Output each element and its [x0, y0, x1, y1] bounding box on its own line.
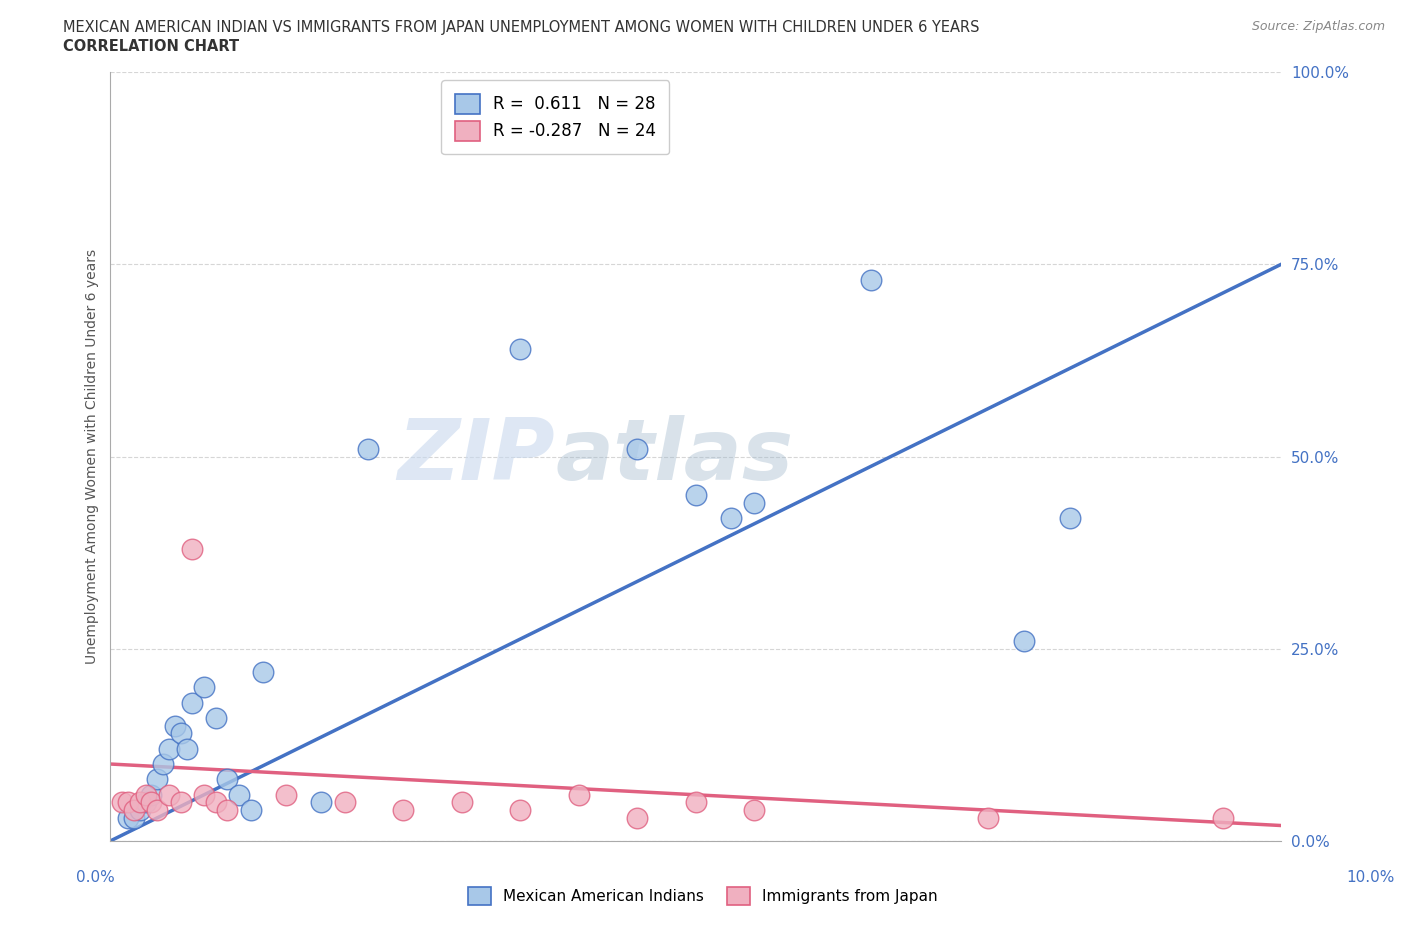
Point [239, 803, 262, 817]
Point [135, 788, 157, 803]
Legend: Mexican American Indians, Immigrants from Japan: Mexican American Indians, Immigrants fro… [461, 879, 945, 913]
Point [169, 795, 191, 810]
Point [450, 795, 472, 810]
Point [217, 803, 239, 817]
Point [157, 788, 180, 803]
Point [152, 757, 174, 772]
Point [685, 795, 707, 810]
Point [117, 795, 139, 810]
Point [309, 795, 332, 810]
Point [357, 442, 380, 457]
Point [111, 795, 134, 810]
Point [117, 810, 139, 825]
Point [141, 788, 163, 803]
Text: Source: ZipAtlas.com: Source: ZipAtlas.com [1251, 20, 1385, 33]
Point [122, 803, 145, 817]
Point [392, 803, 415, 817]
Text: 0.0%: 0.0% [76, 870, 115, 884]
Point [217, 772, 239, 787]
Point [176, 741, 198, 756]
Point [157, 741, 180, 756]
Point [146, 803, 169, 817]
Text: 10.0%: 10.0% [1347, 870, 1395, 884]
Point [122, 810, 145, 825]
Point [146, 772, 169, 787]
Point [193, 680, 215, 695]
Point [141, 795, 163, 810]
Point [193, 788, 215, 803]
Text: MEXICAN AMERICAN INDIAN VS IMMIGRANTS FROM JAPAN UNEMPLOYMENT AMONG WOMEN WITH C: MEXICAN AMERICAN INDIAN VS IMMIGRANTS FR… [63, 20, 980, 35]
Point [128, 795, 150, 810]
Point [333, 795, 356, 810]
Text: ZIP: ZIP [398, 415, 555, 498]
Point [169, 725, 191, 740]
Text: atlas: atlas [555, 415, 793, 498]
Point [626, 810, 648, 825]
Y-axis label: Unemployment Among Women with Children Under 6 years: Unemployment Among Women with Children U… [86, 249, 100, 664]
Point [509, 341, 531, 356]
Point [252, 664, 274, 679]
Point [274, 788, 297, 803]
Point [163, 718, 186, 733]
Point [626, 442, 648, 457]
Point [204, 795, 226, 810]
Point [685, 487, 707, 502]
Legend: R =  0.611   N = 28, R = -0.287   N = 24: R = 0.611 N = 28, R = -0.287 N = 24 [441, 81, 669, 154]
Point [1212, 810, 1234, 825]
Point [568, 788, 591, 803]
Point [1059, 511, 1081, 525]
Point [181, 695, 204, 710]
Point [135, 795, 157, 810]
Point [977, 810, 1000, 825]
Point [228, 788, 250, 803]
Point [860, 272, 883, 287]
Point [509, 803, 531, 817]
Point [181, 541, 204, 556]
Point [204, 711, 226, 725]
Point [128, 803, 150, 817]
Point [742, 803, 765, 817]
Text: CORRELATION CHART: CORRELATION CHART [63, 39, 239, 54]
Point [742, 495, 765, 510]
Point [720, 511, 742, 525]
Point [1012, 633, 1035, 648]
